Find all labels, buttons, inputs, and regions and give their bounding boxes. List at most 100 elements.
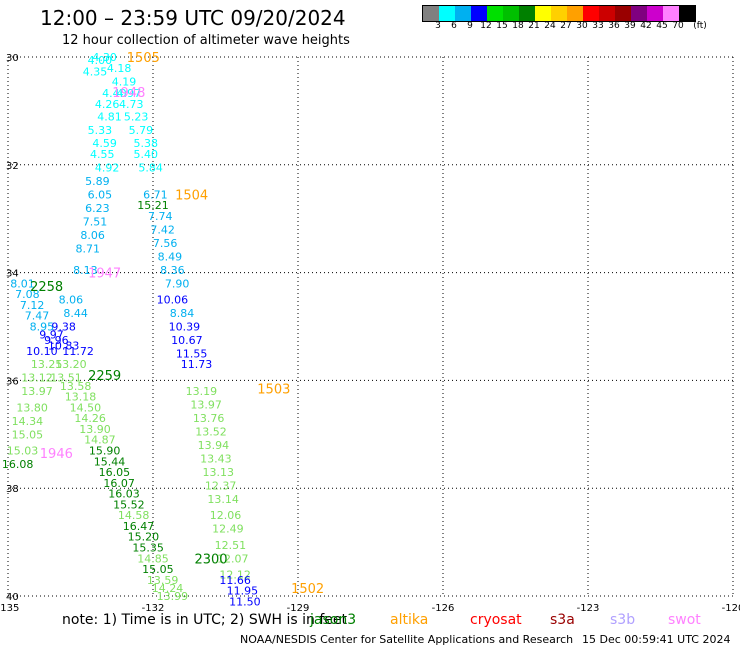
wave-height-value: 14.26 [74, 412, 106, 425]
wave-height-value: 15.35 [132, 541, 164, 554]
wave-height-value: 8.01 [10, 277, 35, 290]
map-grid [7, 56, 734, 597]
wave-height-value: 11.66 [219, 574, 251, 587]
wave-height-value: 4.59 [92, 137, 117, 150]
wave-height-points: 4.304.004.35 4.184.194.404.974.26 4.734.81… [2, 51, 261, 608]
wave-height-value: 6.71 [143, 188, 168, 201]
wave-height-value: 13.43 [200, 453, 232, 466]
wave-height-value: 10.67 [171, 334, 203, 347]
wave-height-value: 7.51 [83, 215, 108, 228]
wave-height-value: 11.55 [176, 347, 208, 360]
wave-height-value: 14.24 [152, 582, 184, 595]
satellite-legend-item: swot [668, 612, 701, 628]
wave-height-value: 13.97 [21, 385, 53, 398]
colorbar-label: 3 [435, 21, 441, 31]
wave-height-value: 11.72 [62, 345, 94, 358]
pass-time-label: 1503 [257, 382, 290, 397]
lat-tick-label: 34 [6, 269, 19, 280]
colorbar-label: 9 [467, 21, 473, 31]
colorbar-label: 42 [640, 21, 652, 31]
colorbar-label: 15 [496, 21, 508, 31]
wave-height-value: 10.83 [48, 339, 80, 352]
pass-time-label: 1947 [88, 267, 121, 282]
colorbar-label: 36 [608, 21, 620, 31]
colorbar-swatch [583, 6, 599, 21]
wave-height-value: 11.95 [227, 585, 259, 598]
wave-height-value: 13.12 [21, 372, 53, 385]
wave-height-value: 13.52 [195, 426, 227, 439]
credit: NOAA/NESDIS Center for Satellite Applica… [240, 633, 574, 646]
wave-height-value: 8.06 [59, 294, 84, 307]
wave-height-value: 13.99 [157, 590, 189, 603]
colorbar-swatch [471, 6, 487, 21]
wave-height-value: 7.12 [20, 299, 45, 312]
wave-height-value: 13.13 [203, 466, 235, 479]
wave-height-value: 13.90 [79, 423, 111, 436]
lon-tick-label: -135 [0, 603, 19, 614]
lon-tick-label: -129 [287, 603, 310, 614]
colorbar-swatch [599, 6, 615, 21]
wave-height-value: 8.95 [30, 321, 55, 334]
satellite-legend-item: cryosat [470, 612, 522, 628]
lat-tick-label: 38 [6, 484, 19, 495]
wave-height-value: 9.38 [51, 321, 76, 334]
colorbar-swatch [535, 6, 551, 21]
wave-height-value: 6.05 [88, 188, 113, 201]
colorbar-swatch [519, 6, 535, 21]
colorbar-label: 24 [544, 21, 556, 31]
wave-height-value: 9.96 [44, 334, 69, 347]
wave-height-value: 13.18 [65, 391, 97, 404]
wave-height-value: 12.07 [217, 552, 249, 565]
page-title: 12:00 – 23:59 UTC 09/20/2024 [40, 6, 346, 30]
wave-height-value: 13.51 [50, 372, 82, 385]
wave-height-value: 8.71 [76, 242, 101, 255]
pass-time-labels: 1505 1948 1504 1947 2258 2259 1503 1946 2300 1502 [30, 51, 324, 597]
wave-height-value: 7.08 [15, 288, 40, 301]
colorbar-swatch [679, 6, 695, 21]
pass-time-label: 2259 [88, 369, 121, 384]
pass-time-label: 1505 [127, 51, 160, 66]
wave-height-value: 12.51 [215, 539, 247, 552]
wave-height-value: 4.30 [92, 51, 117, 64]
wave-height-value: 4.19 [112, 75, 137, 88]
wave-height-value: 15.90 [89, 444, 121, 457]
colorbar-swatch [647, 6, 663, 21]
wave-height-value: 14.34 [12, 415, 44, 428]
pass-time-label: 2300 [194, 552, 227, 567]
colorbar-label: 45 [656, 21, 668, 31]
wave-height-value: 5.33 [88, 124, 113, 137]
wave-height-value: 4.73 [119, 98, 144, 111]
lat-tick-label: 36 [6, 376, 19, 387]
wave-height-value: 13.20 [55, 358, 87, 371]
wave-height-value: 7.56 [153, 237, 178, 250]
wave-height-value: 15.52 [113, 498, 145, 511]
wave-height-value: 13.76 [193, 412, 225, 425]
wave-height-value: 12.12 [219, 568, 251, 581]
lon-tick-label: -126 [432, 603, 455, 614]
wave-height-value: 14.58 [118, 509, 150, 522]
wave-height-value: 4.40 [102, 87, 127, 100]
colorbar-label: 70 [672, 21, 684, 31]
wave-height-value: 11.50 [229, 595, 261, 608]
colorbar-label: 12 [480, 21, 492, 31]
wave-height-value: 11.73 [181, 358, 213, 371]
colorbar-label: 30 [576, 21, 588, 31]
wave-height-value: 13.25 [31, 358, 63, 371]
wave-height-value: 4.00 [88, 54, 113, 67]
wave-height-value: 16.08 [2, 458, 34, 471]
wave-height-value: 14.50 [70, 401, 102, 414]
wave-height-value: 7.47 [25, 310, 50, 323]
wave-height-value: 16.03 [108, 488, 140, 501]
wave-height-value: 14.87 [84, 434, 116, 447]
wave-height-value: 8.06 [80, 229, 105, 242]
wave-height-value: 12.37 [205, 480, 237, 493]
wave-height-value: 12.06 [210, 509, 242, 522]
colorbar-label: 33 [592, 21, 604, 31]
wave-height-value: 13.19 [186, 385, 218, 398]
satellite-legend-item: altika [390, 612, 429, 628]
pass-time-label: 1502 [291, 582, 324, 597]
colorbar-swatch [567, 6, 583, 21]
lat-tick-label: 40 [6, 592, 19, 603]
wave-height-value: 4.92 [95, 161, 120, 174]
colorbar-swatch [439, 6, 455, 21]
